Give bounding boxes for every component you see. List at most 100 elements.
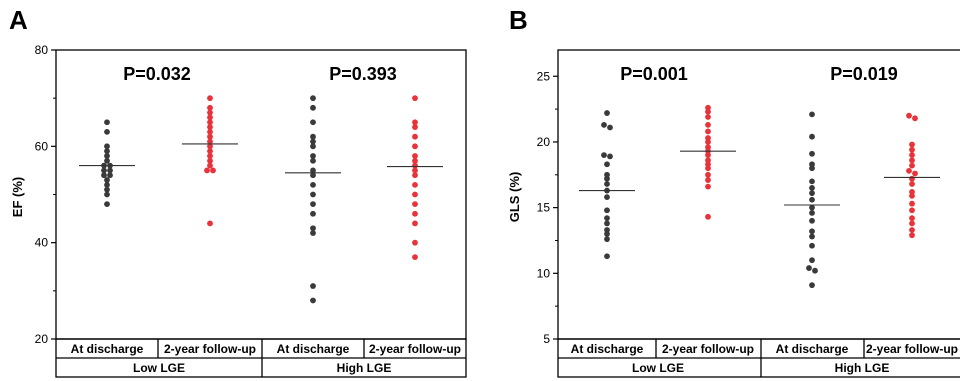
data-point: [912, 115, 918, 122]
category-label: At discharge: [571, 342, 644, 356]
y-ticks-b: 5 10 15 20 25: [537, 69, 558, 346]
data-point: [705, 139, 711, 145]
data-point: [207, 148, 213, 155]
data-point: [310, 230, 316, 236]
data-point: [909, 207, 915, 214]
data-point: [412, 157, 418, 164]
data-point: [310, 167, 316, 174]
y-tick-label: 80: [35, 43, 49, 57]
data-point: [604, 215, 610, 222]
data-points-b: [579, 104, 940, 289]
data-point: [906, 112, 912, 119]
category-label: 2-year follow-up: [662, 342, 754, 356]
data-point: [207, 119, 213, 126]
data-points-a: [79, 95, 443, 304]
data-point: [412, 172, 418, 179]
category-label: 2-year follow-up: [866, 342, 958, 356]
data-point: [207, 114, 213, 121]
data-point: [310, 225, 316, 232]
data-point: [310, 138, 316, 145]
group-label: Low LGE: [133, 361, 185, 375]
data-point: [604, 194, 610, 201]
p-value-high-a: P=0.393: [329, 64, 397, 84]
data-point: [705, 165, 711, 172]
data-point: [207, 128, 213, 135]
category-table-a: At discharge 2-year follow-up At dischar…: [55, 338, 467, 378]
data-point: [107, 172, 113, 179]
data-point: [909, 146, 915, 153]
data-point: [210, 167, 216, 174]
data-point: [104, 177, 110, 183]
data-point: [412, 95, 418, 102]
data-point: [310, 153, 316, 159]
data-point: [104, 186, 110, 193]
data-point: [107, 167, 113, 174]
data-point: [412, 210, 418, 217]
data-point: [705, 183, 711, 190]
data-point: [809, 282, 815, 289]
data-point: [207, 133, 213, 140]
category-label: At discharge: [71, 342, 144, 356]
data-point: [909, 175, 915, 182]
data-point: [104, 119, 110, 126]
y-tick-label: 25: [537, 69, 551, 83]
data-point: [705, 108, 711, 115]
data-point: [912, 170, 918, 177]
data-point: [705, 128, 711, 135]
data-point: [310, 157, 316, 164]
data-point: [310, 191, 316, 198]
data-point: [412, 220, 418, 227]
y-tick-label: 15: [537, 201, 551, 215]
data-point: [310, 172, 316, 179]
data-point: [601, 121, 607, 128]
category-label: At discharge: [776, 342, 849, 356]
data-point: [310, 297, 316, 304]
data-point: [909, 200, 915, 207]
plot-frame-a: [55, 49, 467, 340]
data-point: [909, 227, 915, 233]
category-label: At discharge: [277, 342, 350, 356]
data-point: [604, 220, 610, 227]
data-point: [412, 133, 418, 140]
data-point: [310, 133, 316, 140]
data-point: [310, 119, 316, 126]
data-point: [809, 190, 815, 197]
data-point: [207, 109, 213, 116]
data-point: [604, 253, 610, 260]
data-point: [604, 161, 610, 168]
data-point: [604, 207, 610, 214]
data-point: [705, 171, 711, 178]
panel-b: B GLS (%) P=0.001 P=0.019 5 10 15 20 25 At d…: [507, 5, 960, 378]
data-point: [809, 165, 815, 172]
data-point: [207, 124, 213, 130]
data-point: [207, 138, 213, 145]
y-tick-label: 10: [537, 266, 551, 280]
y-ticks-a: 20 40 60 80: [35, 43, 56, 346]
data-point: [705, 213, 711, 220]
panel-label-a: A: [9, 5, 28, 35]
data-point: [310, 201, 316, 208]
data-point: [809, 150, 815, 157]
y-tick-label: 20: [35, 332, 49, 346]
data-point: [104, 191, 110, 198]
data-point: [909, 192, 915, 199]
data-point: [601, 152, 607, 158]
data-point: [705, 114, 711, 120]
category-table-b: At discharge 2-year follow-up At dischar…: [557, 338, 960, 378]
p-value-low-b: P=0.001: [620, 64, 688, 84]
data-point: [104, 181, 110, 188]
panel-label-b: B: [509, 5, 528, 35]
data-point: [207, 220, 213, 227]
group-label: High LGE: [337, 361, 392, 375]
data-point: [104, 157, 110, 164]
data-point: [806, 265, 812, 271]
data-point: [909, 162, 915, 169]
data-point: [101, 167, 107, 174]
y-axis-label-a: EF (%): [10, 177, 25, 217]
y-tick-label: 60: [35, 139, 49, 153]
data-point: [310, 210, 316, 217]
data-point: [607, 124, 613, 131]
data-point: [412, 181, 418, 188]
data-point: [207, 162, 213, 169]
data-point: [809, 111, 815, 118]
